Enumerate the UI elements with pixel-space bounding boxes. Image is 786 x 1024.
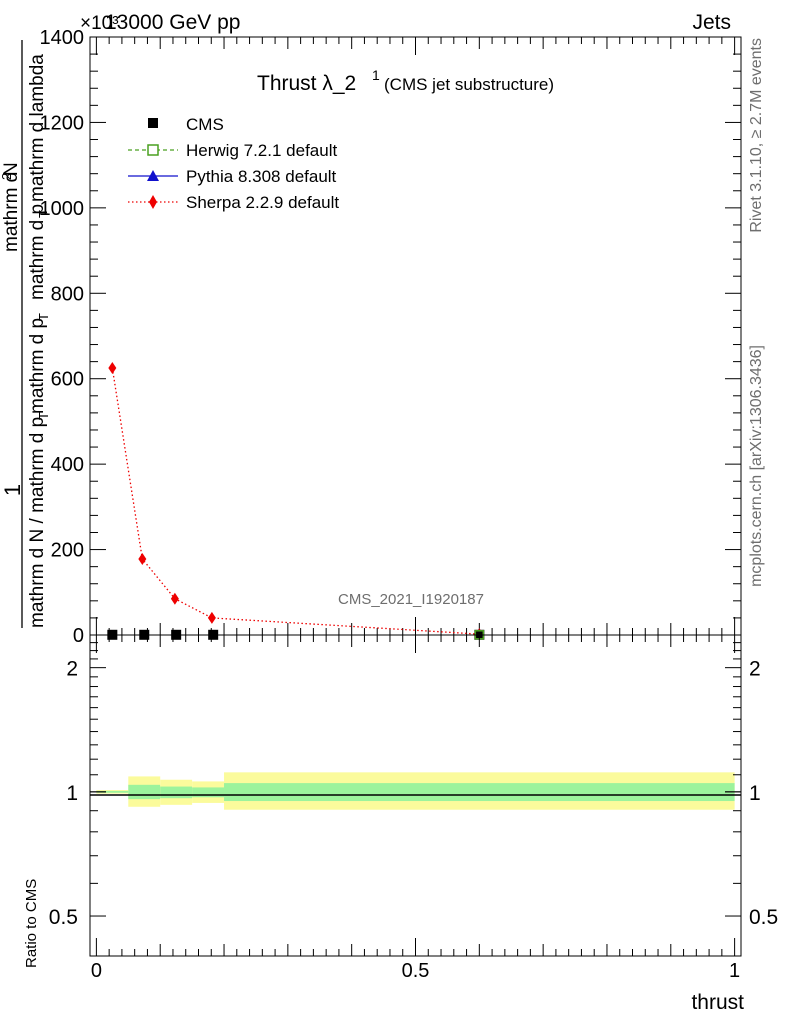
ratio-x-tick-label: 0.5 xyxy=(402,960,430,982)
main-y-axis: 0 200 400 600 800 1000 1200 1400 xyxy=(40,27,741,647)
legend-item-pythia: Pythia 8.308 default xyxy=(128,167,337,186)
ratio-y-axis-label: Ratio to CMS xyxy=(23,879,40,968)
header-right-label: Jets xyxy=(692,11,731,34)
ratio-y-axis: 0.5 0.5 1 1 2 2 xyxy=(49,642,778,957)
sherpa-point xyxy=(170,592,179,605)
ylabel-numerator: 1 xyxy=(0,484,25,496)
legend-label-cms: CMS xyxy=(186,115,224,134)
plot-title-superscript: 1 xyxy=(372,67,380,83)
ylabel-inner-numerator-n: N xyxy=(1,162,22,176)
ylabel-denominator-2-sub: T xyxy=(36,313,51,321)
ratio-band-inner xyxy=(96,790,129,793)
ratio-y-tick-label: 1 xyxy=(66,782,78,805)
ratio-band-inner xyxy=(160,786,193,799)
legend-label-herwig: Herwig 7.2.1 default xyxy=(186,141,337,160)
rivet-version-label: Rivet 3.1.10, ≥ 2.7M events xyxy=(748,38,765,233)
ratio-band-inner xyxy=(192,787,225,798)
legend-item-sherpa: Sherpa 2.2.9 default xyxy=(128,193,339,212)
ylabel-inner-numerator-sup: 2 xyxy=(0,173,14,180)
ratio-x-axis: 0 0.5 1 xyxy=(91,635,740,982)
main-x-axis xyxy=(95,37,736,635)
ratio-band-inner xyxy=(128,784,161,800)
main-plot: 0 200 400 600 800 1000 1200 1400 Thrust λ_2 1 (… xyxy=(0,27,742,647)
main-y-tick-label: 1200 xyxy=(40,112,85,134)
sherpa-point xyxy=(207,611,216,624)
ylabel-denominator-3-sub: T xyxy=(36,210,51,218)
main-y-tick-label: 1000 xyxy=(40,198,85,220)
ylabel-inner-numerator-prefix: mathrm d xyxy=(1,172,22,252)
legend-marker-cms xyxy=(148,118,158,128)
plot-subtitle: (CMS jet substructure) xyxy=(384,75,554,94)
ratio-y-tick-label-right: 1 xyxy=(749,782,761,805)
ratio-x-axis-label: thrust xyxy=(691,991,744,1014)
main-y-tick-label: 1400 xyxy=(40,27,85,49)
ratio-x-tick-label: 0 xyxy=(91,960,102,982)
main-y-tick-label: 200 xyxy=(51,540,84,562)
ratio-y-tick-label: 2 xyxy=(66,658,78,681)
legend-item-herwig: Herwig 7.2.1 default xyxy=(128,141,337,160)
ylabel-denominator-1-sub: T xyxy=(36,412,51,420)
main-y-tick-label: 800 xyxy=(51,283,84,305)
legend-marker-herwig xyxy=(147,144,159,156)
sherpa-point xyxy=(108,362,117,375)
ylabel-denominator-3: mathrm d p xyxy=(27,204,48,300)
legend-marker-pythia xyxy=(147,170,159,181)
legend-item-cms: CMS xyxy=(148,115,224,134)
main-y-tick-label: 400 xyxy=(51,454,84,476)
analysis-watermark: CMS_2021_I1920187 xyxy=(338,591,484,608)
ratio-bands-layer xyxy=(96,772,735,810)
legend-marker-sherpa xyxy=(149,195,157,209)
ratio-y-tick-label-right: 2 xyxy=(749,658,761,681)
ratio-y-tick-label: 0.5 xyxy=(49,906,78,929)
ratio-plot: 0.5 0.51 12 2 0 0.5 1 Ratio to CMS thrust xyxy=(23,634,778,1014)
sherpa-point xyxy=(138,552,147,565)
main-y-tick-label: 0 xyxy=(73,625,84,647)
plot-title: Thrust λ_2 xyxy=(257,72,356,95)
ratio-y-tick-label-right: 0.5 xyxy=(749,906,778,929)
legend-label-pythia: Pythia 8.308 default xyxy=(186,167,337,186)
ylabel-denominator-1: mathrm d N / mathrm d p xyxy=(27,417,48,628)
ylabel-denominator-2: mathrm d p xyxy=(27,318,48,414)
header-left-label: 13000 GeV pp xyxy=(105,11,240,34)
legend-label-sherpa: Sherpa 2.2.9 default xyxy=(186,193,339,212)
main-y-tick-label: 600 xyxy=(51,369,84,391)
ylabel-denominator-4: mathrm d lambda xyxy=(27,54,48,202)
exponent-label: ×10³ xyxy=(80,13,119,34)
ratio-x-tick-label: 1 xyxy=(729,960,740,982)
ratio-band-inner xyxy=(224,783,735,802)
mcplots-label: mcplots.cern.ch [arXiv:1306.3436] xyxy=(748,345,765,587)
legend: CMS Herwig 7.2.1 default Pythia 8.308 de… xyxy=(128,115,339,212)
main-y-axis-label: 1 mathrm d N / mathrm d p T mathrm d 2 N… xyxy=(0,40,51,628)
